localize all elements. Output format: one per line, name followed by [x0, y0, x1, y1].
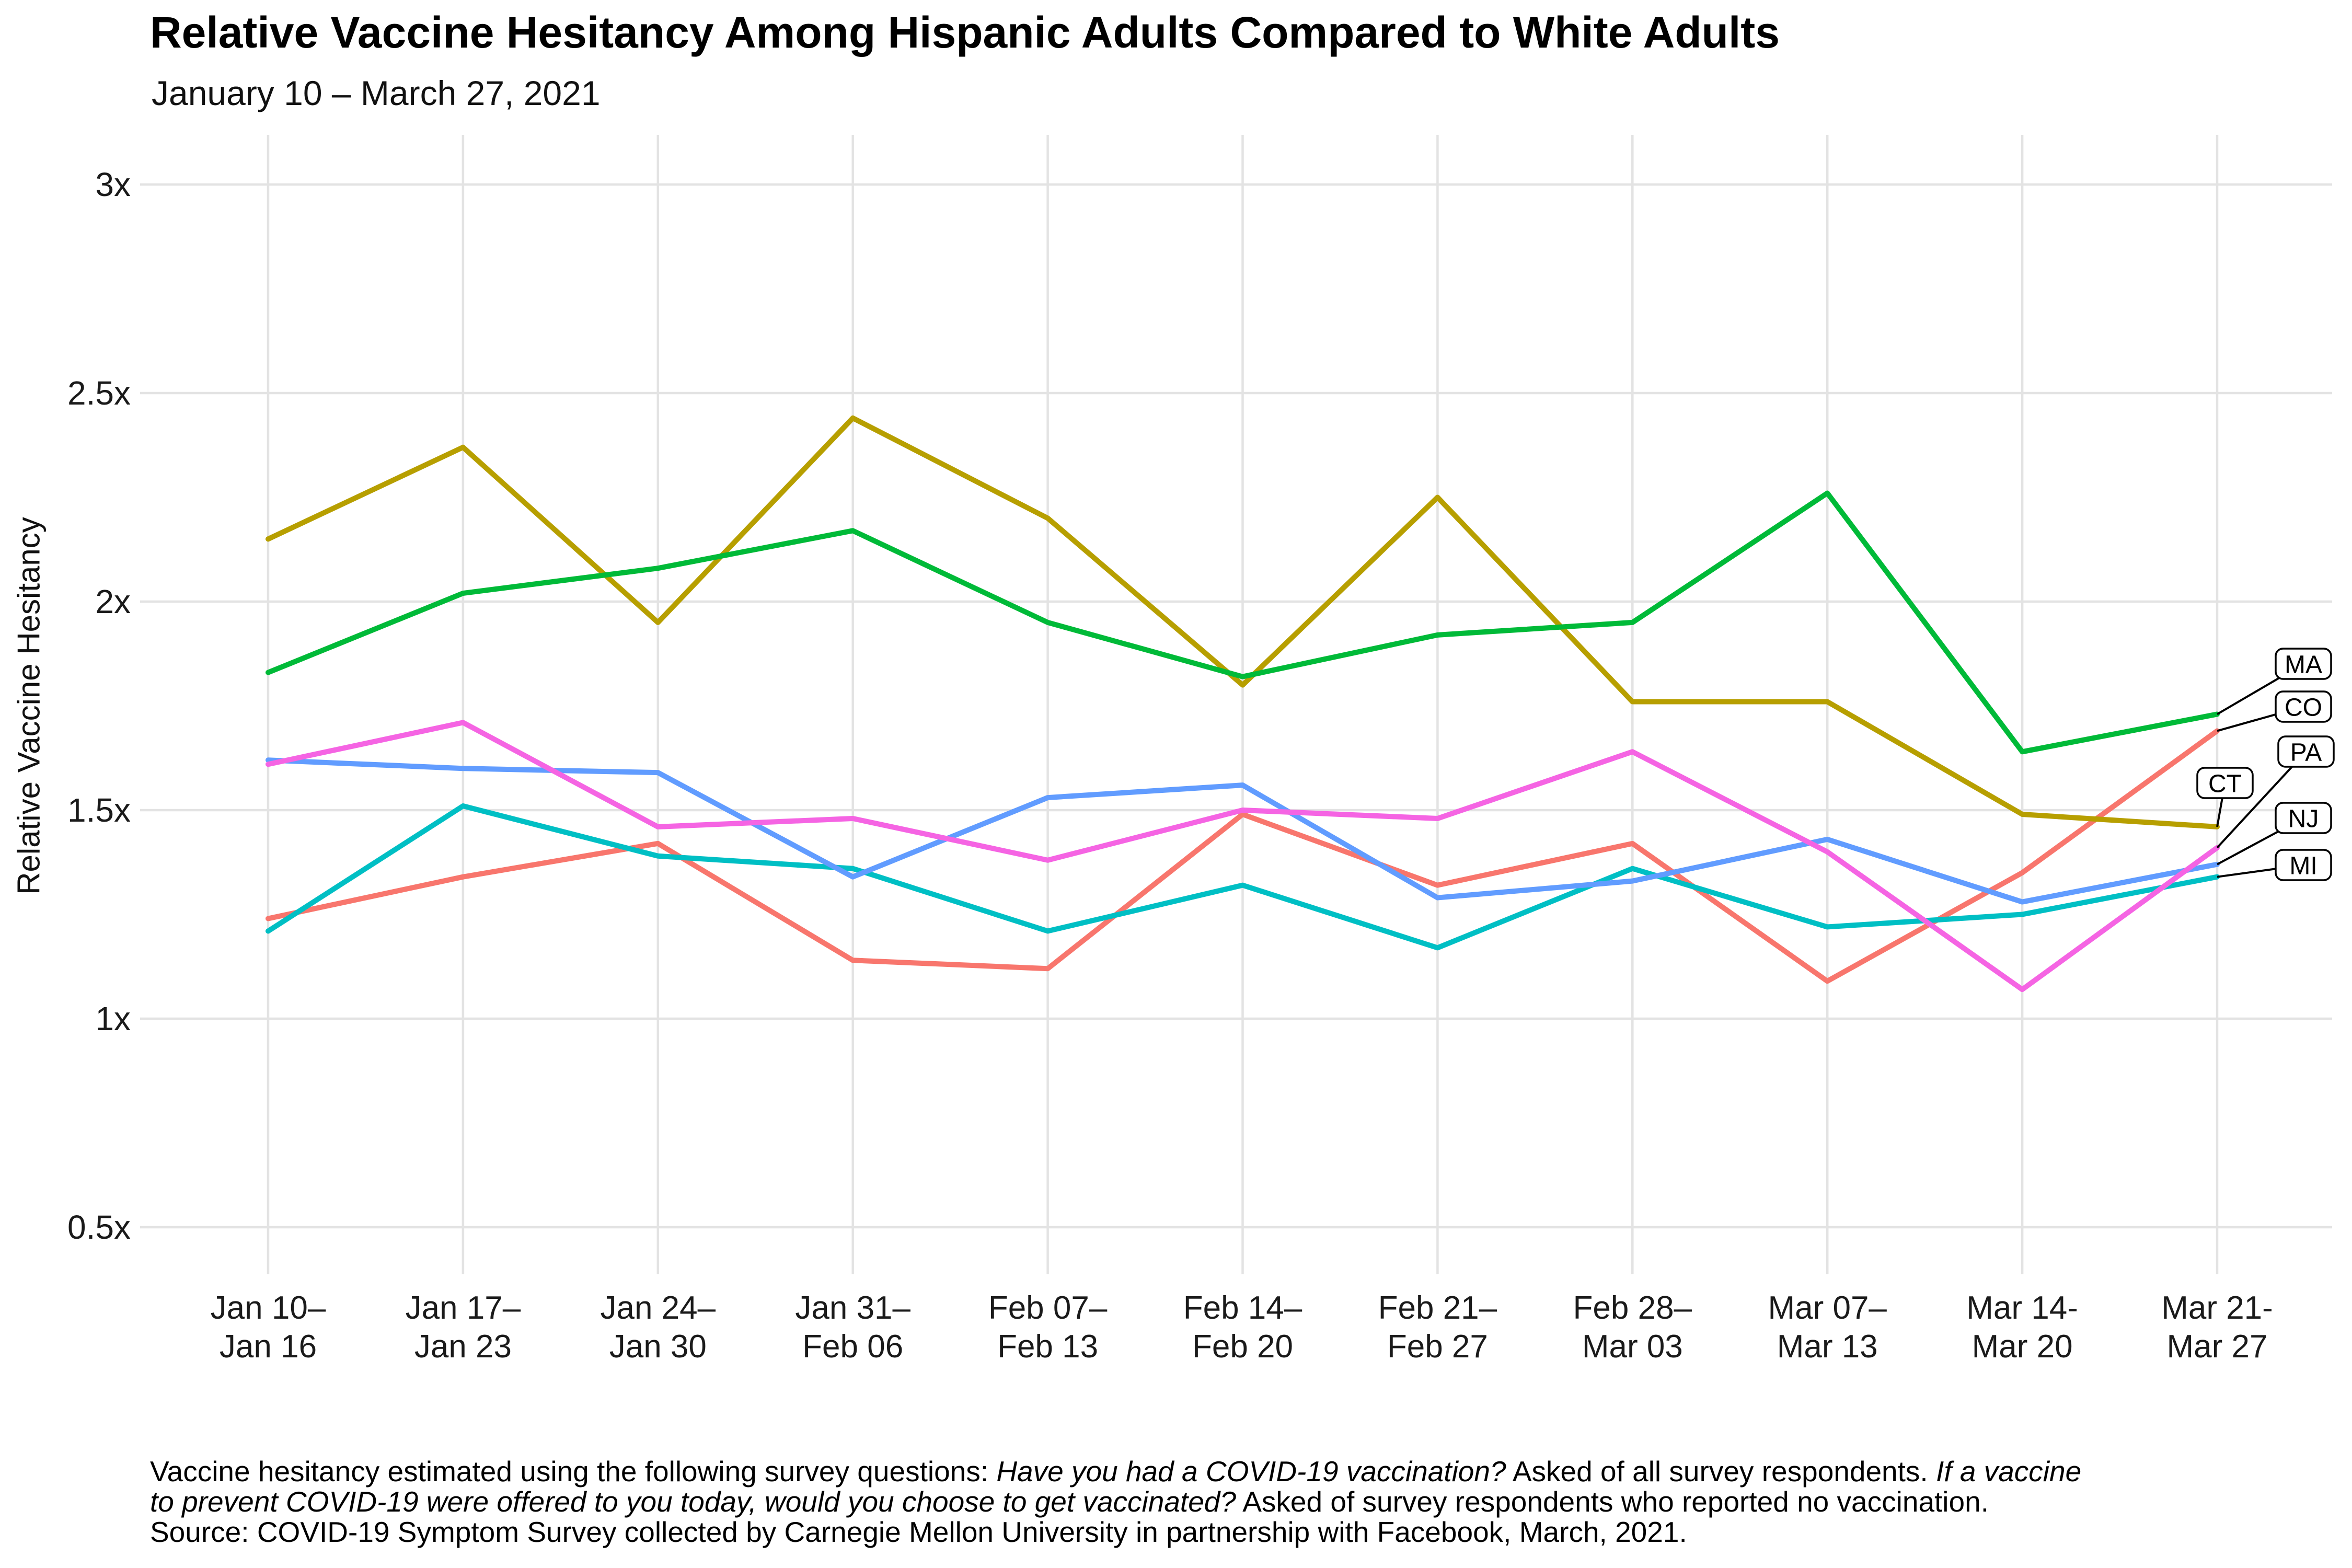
series-line-CT [266, 415, 2220, 829]
state-label-CT: CT [2208, 770, 2242, 798]
x-tick-label: Feb 28– Mar 03 [1573, 1290, 1692, 1365]
footnote-text-italic: Have you had a COVID-19 vaccination? [996, 1455, 1506, 1488]
y-tick-label: 2x [95, 583, 131, 620]
state-label-box-PA [2277, 735, 2335, 768]
x-tick-label: Jan 10– Jan 16 [211, 1290, 326, 1365]
state-label-MA: MA [2285, 651, 2322, 679]
x-tick-label: Jan 24– Jan 30 [600, 1290, 716, 1365]
y-tick-label: 2.5x [67, 374, 131, 412]
state-label-box-MI [2275, 849, 2332, 881]
state-label-CO: CO [2285, 694, 2322, 722]
series-line-NJ [266, 757, 2220, 905]
footnote-text: Asked of survey respondents who reported… [1236, 1485, 1989, 1518]
y-tick-label: 1x [95, 1000, 131, 1037]
x-tick-label: Mar 07– Mar 13 [1768, 1290, 1887, 1365]
x-tick-label: Mar 21-Mar 27 [2161, 1290, 2273, 1365]
x-tick-label: Feb 14– Feb 20 [1183, 1290, 1302, 1365]
footnote-text-italic: If a vaccine [1935, 1455, 2082, 1488]
x-tick-label: Jan 31– Feb 06 [795, 1290, 910, 1365]
y-tick-label: 3x [95, 166, 131, 203]
series-line-MA [266, 490, 2220, 755]
state-label-box-MA [2275, 648, 2332, 680]
state-label-box-NJ [2275, 802, 2332, 834]
chart-footnote: Vaccine hesitancy estimated using the fo… [150, 1456, 2081, 1547]
state-label-box-CT [2196, 767, 2254, 799]
footnote-text: Asked of all survey respondents. [1506, 1455, 1936, 1488]
footnote-text-italic: to prevent COVID-19 were offered to you … [150, 1485, 1236, 1518]
footnote-line: to prevent COVID-19 were offered to you … [150, 1486, 2081, 1517]
chart-title: Relative Vaccine Hesitancy Among Hispani… [150, 8, 1780, 57]
footnote-source: Source: COVID-19 Symptom Survey collecte… [150, 1516, 1687, 1548]
state-label-MI: MI [2289, 852, 2317, 880]
y-tick-label: 1.5x [67, 791, 131, 829]
series-line-CO [266, 728, 2220, 984]
state-label-box-CO [2275, 690, 2332, 723]
x-tick-label: Feb 21– Feb 27 [1378, 1290, 1497, 1365]
chart-subtitle: January 10 – March 27, 2021 [152, 74, 601, 112]
footnote-line: Vaccine hesitancy estimated using the fo… [150, 1456, 2081, 1486]
x-tick-label: Jan 17– Jan 23 [406, 1290, 521, 1365]
footnote-line: Source: COVID-19 Symptom Survey collecte… [150, 1517, 2081, 1547]
x-tick-label: Mar 14-Mar 20 [1966, 1290, 2078, 1365]
footnote-text: Vaccine hesitancy estimated using the fo… [150, 1455, 997, 1488]
series-line-MI [266, 803, 2220, 951]
x-tick-label: Feb 07– Feb 13 [988, 1290, 1108, 1365]
state-label-PA: PA [2290, 739, 2322, 767]
series-line-PA [266, 720, 2220, 993]
state-label-NJ: NJ [2288, 805, 2319, 833]
y-tick-label: 0.5x [67, 1208, 131, 1246]
